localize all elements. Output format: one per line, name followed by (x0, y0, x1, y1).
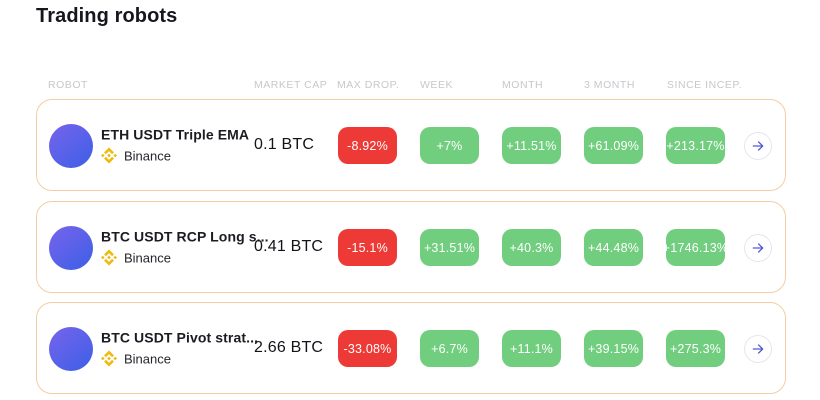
3month-badge: +61.09% (584, 127, 643, 164)
exchange-label: Binance (124, 148, 171, 163)
robot-row[interactable]: BTC USDT Pivot strat... Binance 2.66 BTC… (36, 302, 786, 394)
max-drop-badge: -15.1% (338, 229, 397, 266)
open-robot-button[interactable] (744, 234, 772, 262)
arrow-right-icon (751, 342, 765, 356)
since-incep-badge: +275.3% (666, 330, 725, 367)
column-header-market-cap: MARKET CAP (254, 79, 328, 91)
week-badge: +6.7% (420, 330, 479, 367)
market-cap-value: 0.1 BTC (254, 136, 315, 153)
open-robot-button[interactable] (744, 335, 772, 363)
robot-row[interactable]: BTC USDT RCP Long s... Binance 0.41 BTC … (36, 201, 786, 293)
arrow-right-icon (751, 241, 765, 255)
robot-name: BTC USDT Pivot strat... (101, 329, 259, 346)
robot-name: BTC USDT RCP Long s... (101, 228, 269, 245)
column-header-max-drop: MAX DROP. (337, 79, 400, 91)
arrow-right-icon (751, 139, 765, 153)
column-header-month: MONTH (502, 79, 544, 91)
max-drop-badge: -33.08% (338, 330, 397, 367)
since-incep-badge: +213.17% (666, 127, 725, 164)
robot-info: ETH USDT Triple EMA Binance (101, 127, 249, 164)
page-title: Trading robots (36, 5, 178, 27)
column-header-since-incep: SINCE INCEP. (667, 79, 742, 91)
robot-info: BTC USDT RCP Long s... Binance (101, 229, 269, 266)
binance-icon (101, 147, 117, 164)
week-badge: +31.51% (420, 229, 479, 266)
column-header-3month: 3 MONTH (584, 79, 635, 91)
month-badge: +11.1% (502, 330, 561, 367)
robot-avatar (49, 226, 93, 270)
since-incep-badge: +1746.13% (663, 229, 728, 266)
month-badge: +40.3% (502, 229, 561, 266)
exchange-label: Binance (124, 351, 171, 366)
binance-icon (101, 249, 117, 266)
binance-icon (101, 350, 117, 367)
robot-row[interactable]: ETH USDT Triple EMA Binance 0.1 BTC -8.9… (36, 99, 786, 191)
open-robot-button[interactable] (744, 132, 772, 160)
market-cap-value: 2.66 BTC (254, 339, 324, 356)
table-header-row: ROBOT MARKET CAP MAX DROP. WEEK MONTH 3 … (0, 79, 820, 93)
3month-badge: +44.48% (584, 229, 643, 266)
week-badge: +7% (420, 127, 479, 164)
market-cap-value: 0.41 BTC (254, 238, 324, 255)
month-badge: +11.51% (502, 127, 561, 164)
robot-avatar (49, 124, 93, 168)
exchange-label: Binance (124, 250, 171, 265)
column-header-robot: ROBOT (48, 79, 88, 91)
robot-name: ETH USDT Triple EMA (101, 126, 250, 143)
max-drop-badge: -8.92% (338, 127, 397, 164)
robot-info: BTC USDT Pivot strat... Binance (101, 330, 258, 367)
column-header-week: WEEK (420, 79, 454, 91)
3month-badge: +39.15% (584, 330, 643, 367)
robot-avatar (49, 327, 93, 371)
